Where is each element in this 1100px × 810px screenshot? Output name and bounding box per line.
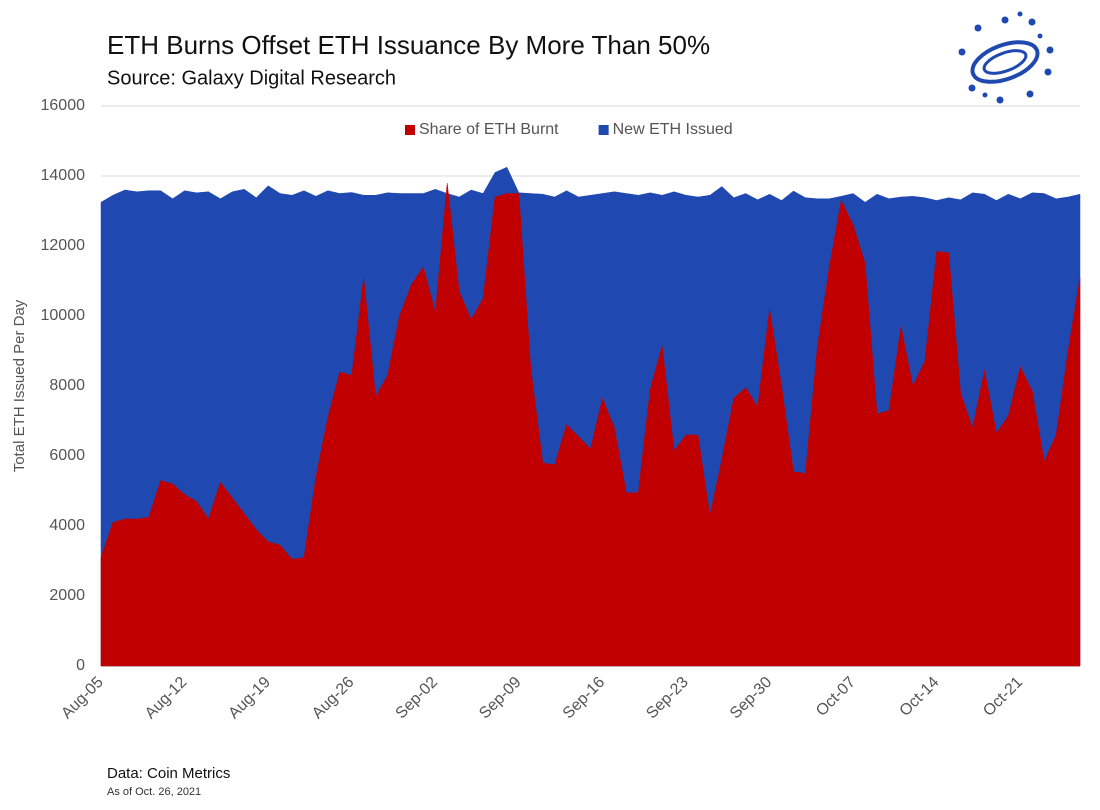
- x-tick-label: Oct-21: [980, 674, 1026, 720]
- chart-subtitle: Source: Galaxy Digital Research: [107, 67, 396, 89]
- y-tick-label: 4000: [49, 517, 85, 534]
- x-tick-label: Sep-09: [476, 674, 525, 723]
- x-tick-label: Aug-19: [225, 674, 274, 723]
- x-tick-label: Aug-26: [309, 674, 358, 723]
- y-tick-label: 14000: [41, 167, 86, 184]
- y-tick-label: 0: [76, 657, 85, 674]
- x-tick-label: Aug-05: [58, 674, 107, 723]
- x-tick-label: Sep-30: [727, 674, 776, 723]
- area: [100, 182, 1081, 667]
- y-tick-label: 12000: [41, 237, 86, 254]
- note: As of Oct. 26, 2021: [107, 786, 201, 798]
- chart-title: ETH Burns Offset ETH Issuance By More Th…: [107, 30, 710, 60]
- y-tick-label: 10000: [41, 307, 86, 324]
- x-tick-label: Oct-14: [897, 674, 943, 720]
- legend-label: New ETH Issued: [613, 121, 733, 138]
- legend-swatch: [598, 125, 609, 135]
- y-tick-label: 6000: [49, 447, 85, 464]
- legend-label: Share of ETH Burnt: [419, 121, 559, 138]
- legend-swatch: [405, 125, 415, 135]
- logo: [958, 11, 1054, 104]
- x-tick-label: Sep-23: [643, 674, 692, 723]
- y-tick-label: 16000: [41, 97, 86, 114]
- y-tick-label: 2000: [49, 587, 85, 604]
- x-tick-label: Sep-02: [393, 674, 442, 723]
- x-tick-label: Sep-16: [560, 674, 609, 723]
- source: Data: Coin Metrics: [107, 765, 230, 782]
- x-tick-label: Oct-07: [813, 674, 859, 720]
- y-axis-label: Total ETH Issued Per Day: [11, 299, 28, 472]
- x-tick-label: Aug-12: [142, 674, 191, 723]
- y-tick-label: 8000: [49, 377, 85, 394]
